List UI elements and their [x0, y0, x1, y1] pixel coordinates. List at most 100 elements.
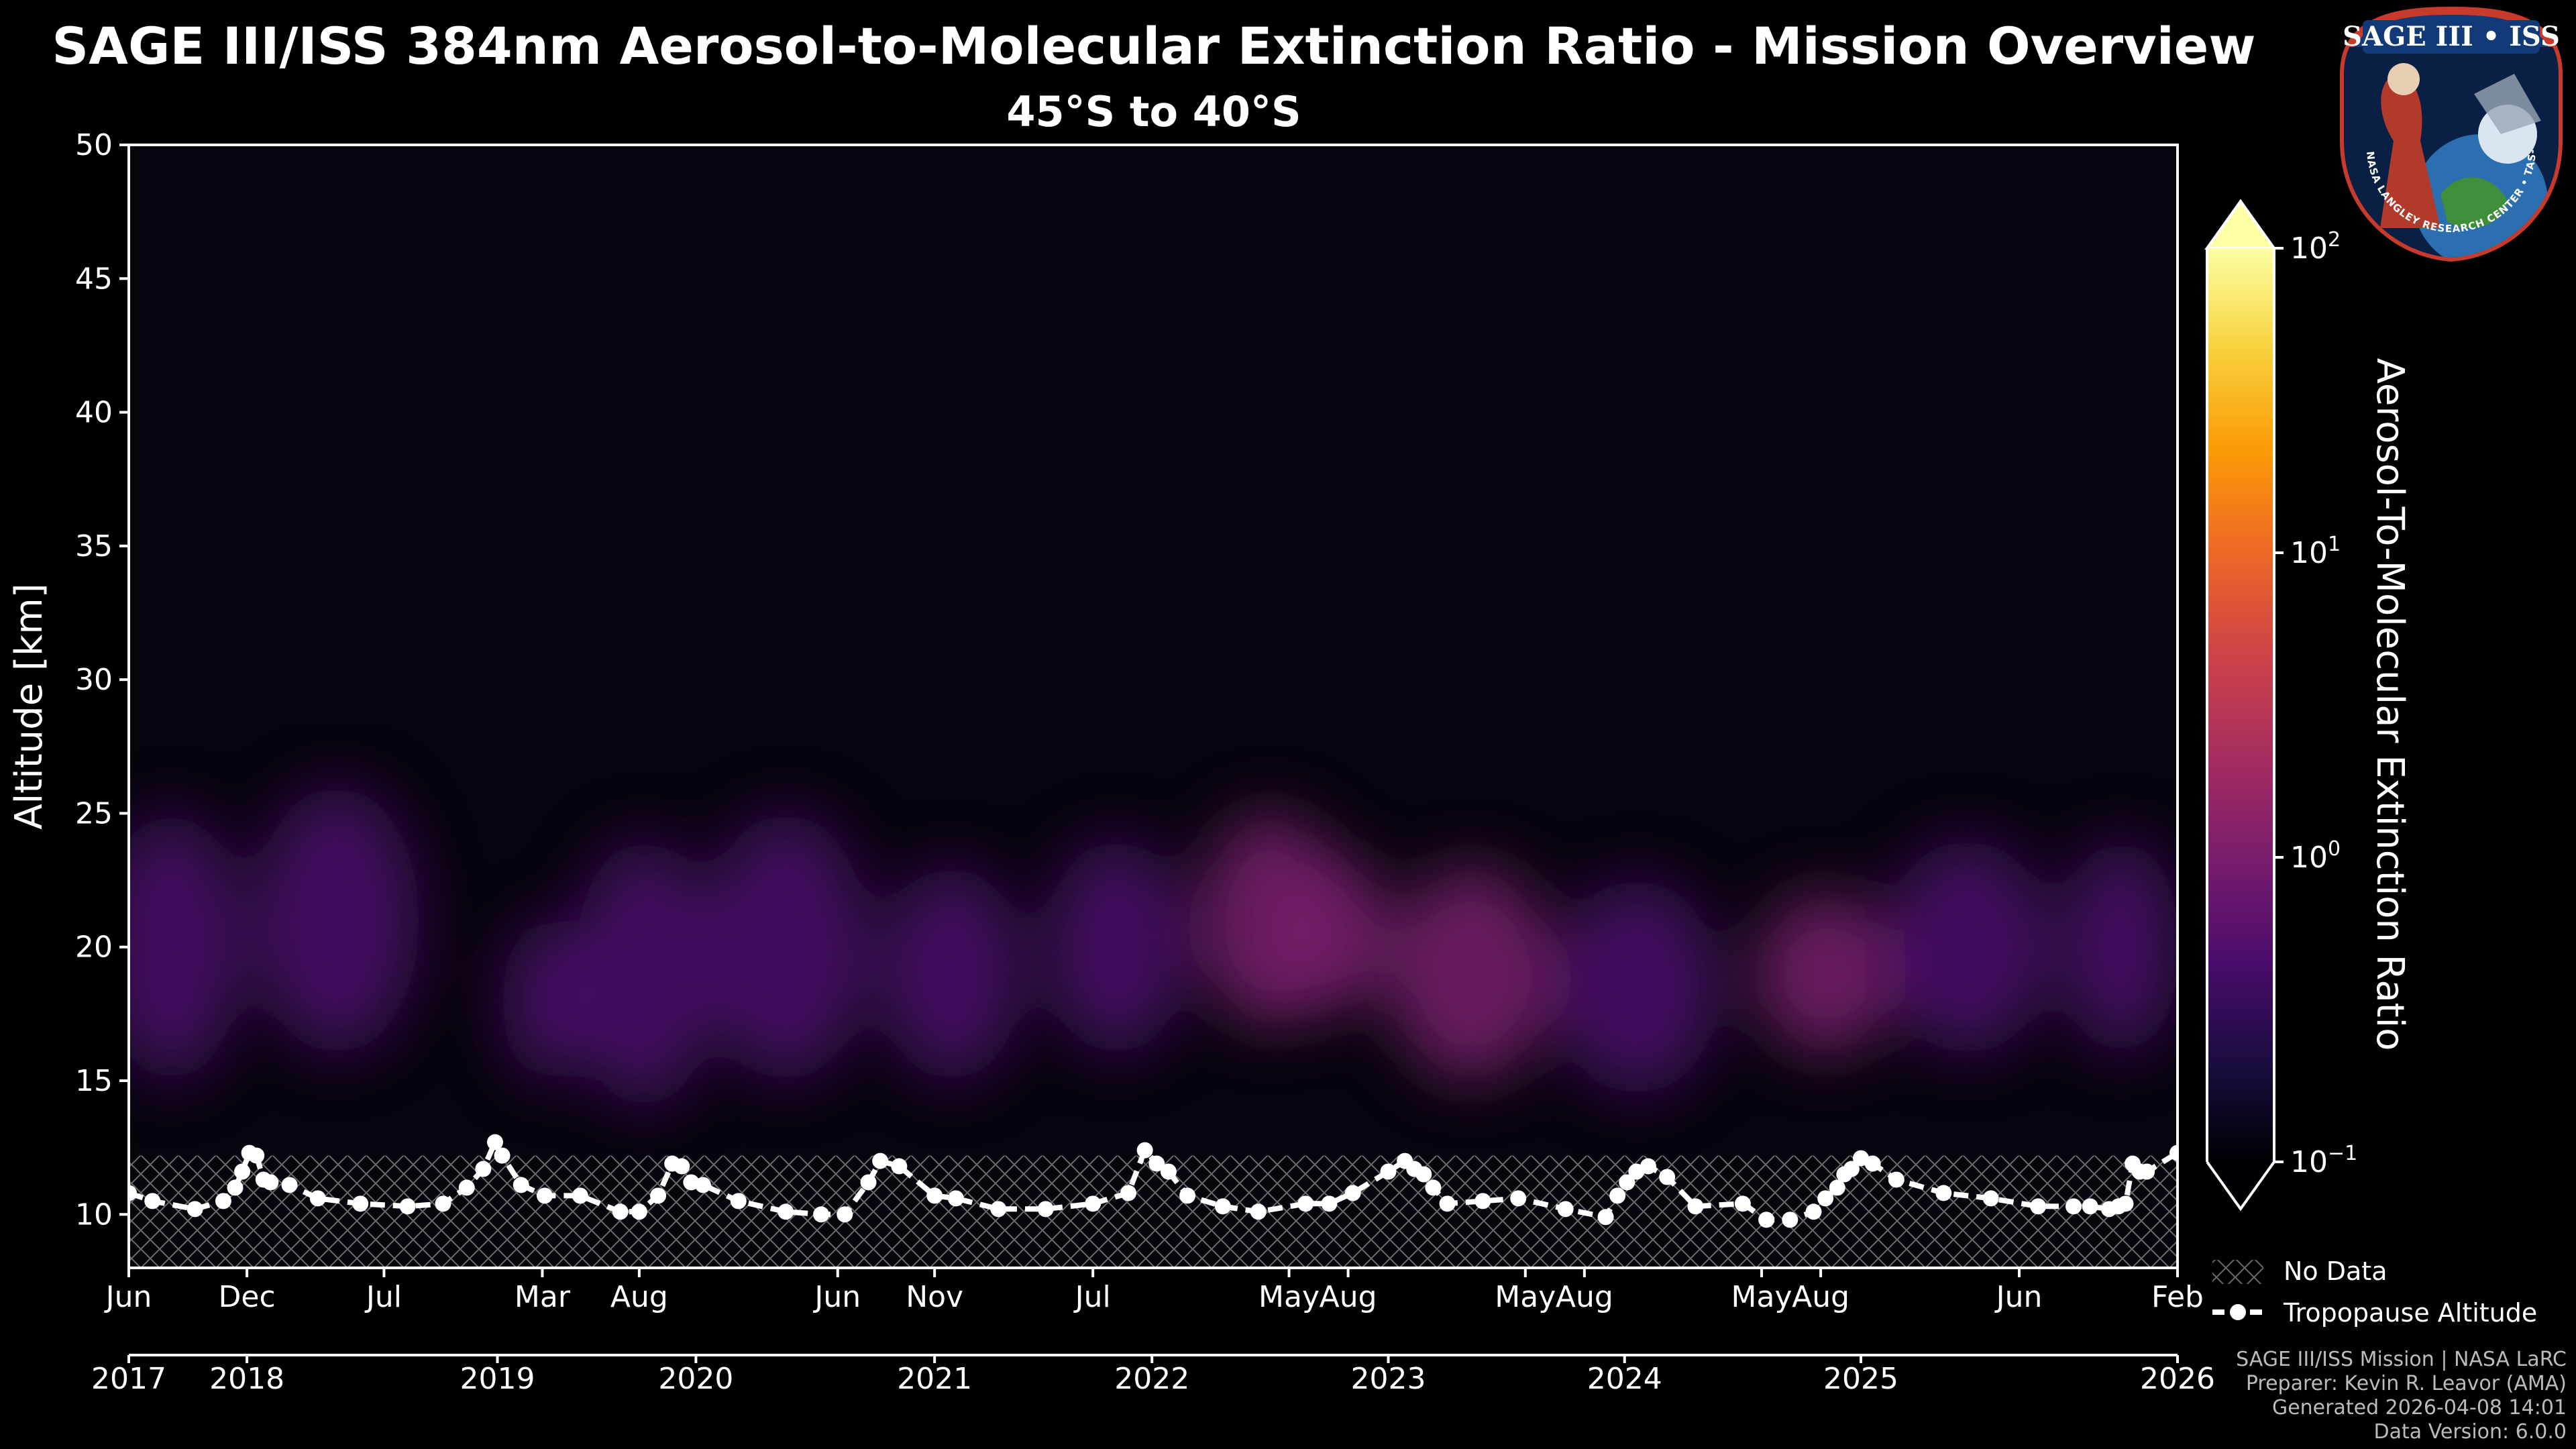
tropopause-point — [475, 1161, 492, 1177]
tropopause-point — [435, 1195, 451, 1212]
tropopause-point — [1864, 1155, 1881, 1172]
tropopause-point — [1557, 1201, 1574, 1218]
footer-generated: Generated 2026-04-08 14:01 — [2271, 1396, 2567, 1419]
tropopause-point — [248, 1147, 265, 1164]
footer-mission: SAGE III/ISS Mission | NASA LaRC — [2236, 1348, 2567, 1371]
tropopause-point — [494, 1147, 511, 1164]
tropopause-point — [1687, 1198, 1704, 1215]
colorbar-ticks: 102 101 100 10−1 — [2274, 228, 2357, 1179]
tropopause-point — [458, 1179, 475, 1196]
year-tick-label: 2020 — [658, 1362, 733, 1396]
year-tick-label: 2019 — [460, 1362, 535, 1396]
aerosol-layer-2 — [502, 920, 597, 1081]
legend-tropopause-marker — [2230, 1304, 2246, 1320]
tropopause-point — [1935, 1185, 1952, 1201]
tropopause-point — [650, 1187, 667, 1204]
tropopause-point — [2082, 1198, 2098, 1215]
tropopause-point — [1597, 1209, 1614, 1226]
aerosol-layer-3 — [573, 840, 715, 1108]
year-tick-label: 2018 — [209, 1362, 284, 1396]
aerosol-layer-1 — [254, 786, 420, 1055]
tropopause-point — [234, 1163, 251, 1180]
month-tick-label: Jun — [1994, 1280, 2043, 1314]
year-tick-label: 2025 — [1823, 1362, 1898, 1396]
aerosol-layer-group — [129, 786, 2178, 1108]
tropopause-point — [513, 1177, 529, 1193]
tropopause-point — [186, 1201, 203, 1218]
tropopause-point — [1640, 1158, 1656, 1175]
tropopause-point — [1619, 1174, 1635, 1191]
colorbar-label: Aerosol-To-Molecular Extinction Ratio — [2368, 358, 2412, 1051]
tropopause-point — [2139, 1163, 2155, 1180]
tropopause-point — [1160, 1163, 1177, 1180]
legend-no-data-swatch — [2212, 1260, 2263, 1284]
colorbar-extend-min — [2206, 1161, 2275, 1212]
aerosol-layer-9 — [1388, 867, 1554, 1081]
month-tick-label: Aug — [1556, 1280, 1613, 1314]
aerosol-layer-12 — [1884, 840, 2050, 1055]
tropopause-point — [1510, 1190, 1527, 1207]
y-tick-label: 10 — [75, 1197, 113, 1232]
tropopause-point — [2065, 1198, 2082, 1215]
colorbar-tick-label: 101 — [2290, 533, 2341, 570]
year-tick-label: 2017 — [91, 1362, 166, 1396]
tropopause-point — [2117, 1195, 2134, 1212]
legend-tropopause-label: Tropopause Altitude — [2283, 1298, 2537, 1328]
tropopause-point — [1250, 1203, 1267, 1220]
aerosol-layer-8 — [1270, 853, 1389, 1014]
tropopause-point — [1120, 1185, 1137, 1201]
tropopause-point — [1214, 1198, 1231, 1215]
tropopause-point — [872, 1152, 889, 1169]
tropopause-point — [1321, 1195, 1338, 1212]
tropopause-point — [1380, 1163, 1397, 1180]
year-tick-label: 2022 — [1114, 1362, 1189, 1396]
tropopause-point — [2030, 1198, 2047, 1215]
tropopause-point — [1439, 1195, 1456, 1212]
tropopause-point — [891, 1158, 908, 1175]
footer-preparer: Preparer: Kevin R. Leavor (AMA) — [2245, 1372, 2567, 1395]
no-data-region — [129, 1155, 2178, 1268]
tropopause-point — [1179, 1187, 1196, 1204]
tropopause-point — [1085, 1195, 1102, 1212]
tropopause-point — [1817, 1190, 1834, 1207]
tropopause-point — [536, 1187, 553, 1204]
tropopause-point — [572, 1187, 588, 1204]
tropopause-point — [1982, 1190, 1999, 1207]
tropopause-point — [730, 1193, 747, 1210]
legend-no-data-label: No Data — [2284, 1256, 2387, 1286]
month-tick-label: Nov — [906, 1280, 963, 1314]
year-tick-label: 2023 — [1350, 1362, 1426, 1396]
aerosol-layer-4 — [702, 813, 869, 1081]
month-tick-label: May — [1258, 1280, 1320, 1314]
colorbar-extend-max — [2204, 199, 2277, 250]
y-tick-label: 15 — [75, 1064, 113, 1098]
tropopause-point — [262, 1174, 279, 1191]
y-axis: 10 15 20 25 30 35 40 45 50 — [75, 128, 129, 1232]
tropopause-point — [1609, 1187, 1626, 1204]
month-tick-label: Jun — [812, 1280, 861, 1314]
month-tick-label: Jul — [1073, 1280, 1111, 1314]
tropopause-point — [694, 1177, 711, 1193]
tropopause-point — [1782, 1212, 1799, 1228]
month-tick-label: Jul — [364, 1280, 402, 1314]
year-tick-label: 2021 — [897, 1362, 972, 1396]
aerosol-layers — [129, 786, 2178, 1108]
tropopause-point — [281, 1177, 298, 1193]
tropopause-point — [2169, 1144, 2178, 1161]
colorbar-tick-label: 102 — [2290, 228, 2341, 266]
tropopause-point — [1734, 1195, 1751, 1212]
tropopause-point — [486, 1134, 503, 1150]
tropopause-point — [1037, 1201, 1054, 1218]
tropopause-point — [399, 1198, 416, 1215]
month-tick-label: Aug — [1792, 1280, 1849, 1314]
colorbar-tick-label: 100 — [2290, 837, 2341, 875]
year-tick-label: 2024 — [1587, 1362, 1662, 1396]
y-tick-label: 25 — [75, 796, 113, 830]
y-tick-label: 35 — [75, 529, 113, 564]
tropopause-point — [1297, 1195, 1314, 1212]
tropopause-point — [309, 1190, 326, 1207]
month-tick-label: Dec — [219, 1280, 276, 1314]
tropopause-point — [1659, 1169, 1676, 1185]
tropopause-point — [926, 1187, 943, 1204]
aerosol-layer-0 — [129, 813, 243, 1081]
